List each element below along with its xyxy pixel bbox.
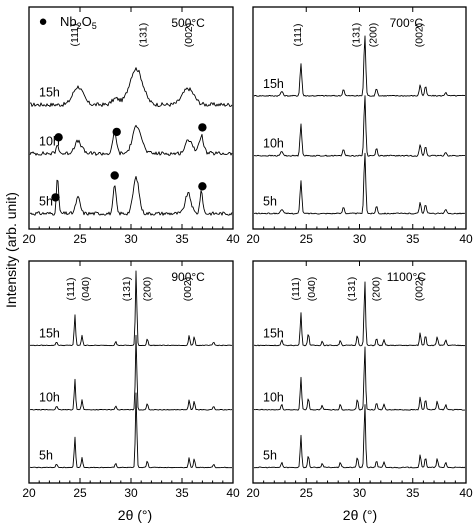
legend-label-main: Nb bbox=[60, 14, 77, 29]
series-label: 5h bbox=[263, 194, 277, 208]
panel-4: 20 25 30 35 40 1100°C 15h 10h 5h (111) (040) (131) (… bbox=[246, 260, 473, 500]
legend-label-sub1: 2 bbox=[77, 21, 82, 31]
x-tick-label: 40 bbox=[459, 486, 473, 500]
peak-label: (040) bbox=[306, 277, 318, 302]
x-tick-label: 35 bbox=[175, 486, 189, 500]
trace-5h bbox=[29, 175, 233, 216]
temperature-label: 700°C bbox=[390, 16, 424, 30]
x-tick-label: 40 bbox=[226, 486, 240, 500]
trace-10h bbox=[29, 334, 233, 411]
peak-label: (131) bbox=[351, 23, 363, 48]
peak-label: (002) bbox=[413, 23, 425, 48]
series-label: 5h bbox=[39, 194, 53, 208]
peak-label: (200) bbox=[368, 23, 380, 48]
trace-10h bbox=[253, 95, 465, 157]
x-tick-label: 30 bbox=[124, 486, 138, 500]
series-label: 15h bbox=[263, 77, 284, 91]
x-tick-label: 25 bbox=[300, 232, 314, 246]
peak-label: (111) bbox=[69, 24, 81, 47]
legend-label: Nb2O5 bbox=[60, 14, 97, 31]
peak-label: (111) bbox=[290, 278, 302, 301]
series-label: 10h bbox=[263, 137, 284, 151]
x-tick-label: 20 bbox=[22, 232, 36, 246]
x-tick-label: 35 bbox=[406, 232, 420, 246]
y-axis-label: Intensity (arb. unit) bbox=[3, 192, 19, 308]
x-tick-label: 25 bbox=[73, 486, 87, 500]
series-label: 15h bbox=[263, 326, 284, 340]
nb2o5-marker bbox=[198, 123, 207, 132]
peak-label: (002) bbox=[182, 277, 194, 302]
peak-label: (131) bbox=[121, 277, 133, 302]
panel-frame bbox=[252, 260, 467, 484]
trace-15h bbox=[29, 67, 233, 108]
trace-5h bbox=[253, 152, 466, 215]
x-tick-label: 30 bbox=[124, 232, 138, 246]
x-tick-label: 30 bbox=[353, 486, 367, 500]
panel-3: 20 25 30 35 40 900°C 15h 10h 5h (111) (040) (131) (2… bbox=[22, 260, 240, 500]
panel-2: 20 25 30 35 40 700°C 15h 10h 5h (111) (131) (200) (0… bbox=[246, 6, 473, 246]
trace-15h bbox=[253, 35, 466, 97]
series-label: 15h bbox=[39, 326, 60, 340]
legend-label-mid: O bbox=[82, 14, 92, 29]
legend-marker: ● bbox=[38, 13, 47, 30]
peak-label: (200) bbox=[371, 277, 383, 302]
series-label: 15h bbox=[39, 86, 60, 100]
x-tick-label: 35 bbox=[175, 232, 189, 246]
temperature-label: 900°C bbox=[171, 270, 205, 284]
nb2o5-marker bbox=[198, 182, 207, 191]
x-tick-label: 40 bbox=[226, 232, 240, 246]
trace-5h bbox=[29, 392, 233, 469]
x-tick-label: 25 bbox=[300, 486, 314, 500]
series-label: 5h bbox=[263, 448, 277, 462]
trace-5h bbox=[253, 404, 466, 469]
trace-15h bbox=[29, 270, 233, 347]
x-tick-label: 40 bbox=[459, 232, 473, 246]
legend-label-sub2: 5 bbox=[92, 21, 97, 31]
peak-label: (002) bbox=[183, 23, 195, 48]
trace-10h bbox=[29, 124, 233, 156]
series-label: 5h bbox=[39, 448, 53, 462]
series-label: 10h bbox=[39, 391, 60, 405]
x-tick-label: 35 bbox=[406, 486, 420, 500]
nb2o5-marker bbox=[51, 193, 60, 202]
peak-label: (111) bbox=[65, 278, 77, 301]
temperature-label: 500°C bbox=[171, 16, 205, 30]
peak-label: (002) bbox=[413, 277, 425, 302]
nb2o5-marker bbox=[54, 133, 63, 142]
peak-label: (040) bbox=[80, 277, 92, 302]
trace-15h bbox=[253, 281, 466, 347]
trace-10h bbox=[253, 346, 465, 411]
x-tick-label: 20 bbox=[246, 486, 260, 500]
x-tick-label: 25 bbox=[73, 232, 87, 246]
series-label: 10h bbox=[263, 391, 284, 405]
peak-label: (131) bbox=[137, 23, 149, 48]
peak-label: (131) bbox=[346, 277, 358, 302]
temperature-label: 1100°C bbox=[387, 270, 427, 284]
legend-nb2o5: ● Nb2O5 bbox=[38, 13, 96, 31]
nb2o5-marker bbox=[110, 171, 119, 180]
peak-label: (200) bbox=[141, 277, 153, 302]
x-tick-label: 20 bbox=[22, 486, 36, 500]
peak-label: (111) bbox=[292, 24, 304, 47]
x-axis-label-left: 2θ (°) bbox=[118, 507, 152, 523]
nb2o5-marker bbox=[112, 127, 121, 137]
x-tick-label: 20 bbox=[246, 232, 260, 246]
x-tick-label: 30 bbox=[353, 232, 367, 246]
x-axis-label-right: 2θ (°) bbox=[343, 507, 377, 523]
